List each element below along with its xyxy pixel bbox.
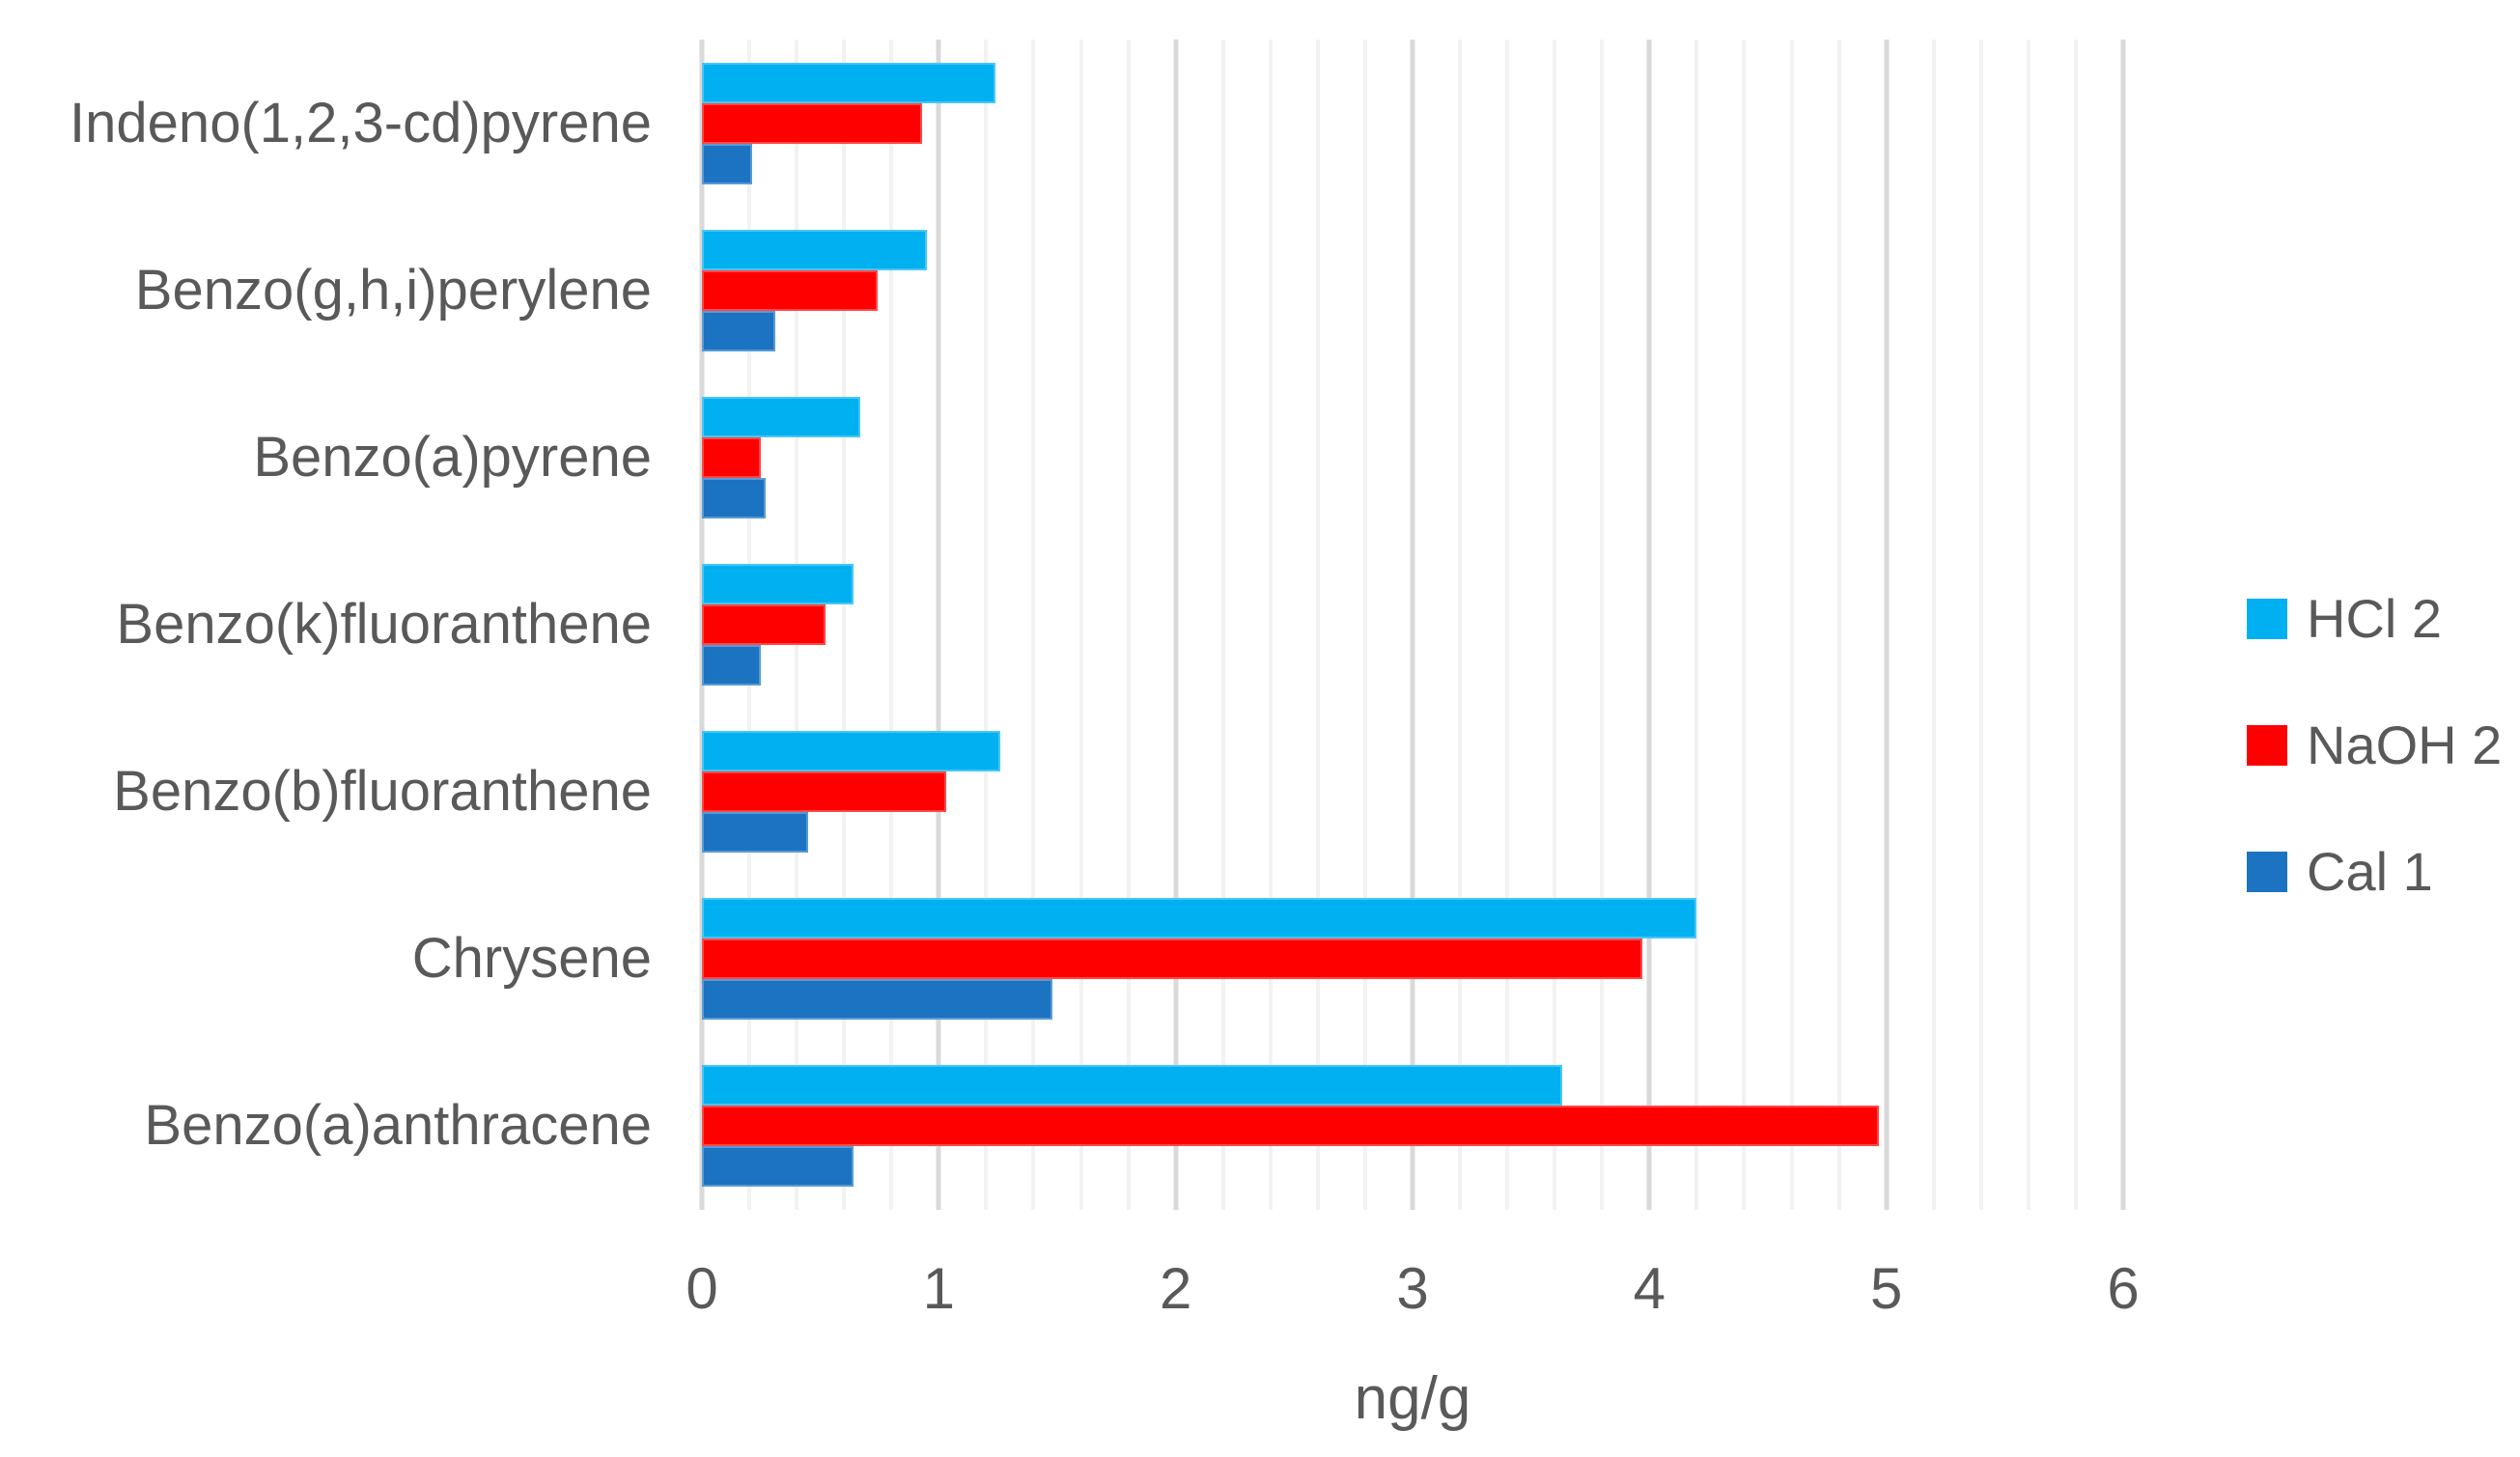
gridline-minor xyxy=(1362,40,1367,1210)
x-tick-label: 4 xyxy=(1633,1256,1666,1321)
gridline-major xyxy=(1173,40,1179,1210)
gridline-minor xyxy=(1458,40,1463,1210)
gridline-major xyxy=(1884,40,1890,1210)
x-tick-label: 0 xyxy=(686,1256,718,1321)
x-tick-label: 3 xyxy=(1396,1256,1429,1321)
gridline-minor xyxy=(1931,40,1936,1210)
x-tick-label: 6 xyxy=(2107,1256,2140,1321)
legend: HCl 2 NaOH 2 Cal 1 xyxy=(2247,0,2520,1457)
gridline-minor xyxy=(1078,40,1083,1210)
gridline-major xyxy=(936,40,941,1210)
legend-label: NaOH 2 xyxy=(2307,714,2503,775)
gridline-minor xyxy=(1789,40,1794,1210)
legend-swatch-icon xyxy=(2247,598,2287,639)
bar-hcl-2 xyxy=(702,898,1697,939)
plot-area xyxy=(699,40,2126,1210)
category-label: Benzo(g,h,i)perylene xyxy=(134,258,652,322)
gridline-major xyxy=(2120,40,2126,1210)
gridline-major xyxy=(1410,40,1415,1210)
bar-naoh-2 xyxy=(702,102,923,144)
gridline-minor xyxy=(984,40,989,1210)
bar-hcl-2 xyxy=(702,564,854,604)
category-label: Indeno(1,2,3-cd)pyrene xyxy=(70,91,652,154)
bar-cal-1 xyxy=(702,1146,854,1188)
x-tick-label: 5 xyxy=(1869,1256,1903,1321)
category-label: Benzo(a)anthracene xyxy=(144,1094,652,1158)
bar-naoh-2 xyxy=(702,269,878,311)
gridline-minor xyxy=(1978,40,1983,1210)
bar-naoh-2 xyxy=(702,939,1642,980)
category-label: Benzo(b)fluoranthene xyxy=(113,760,652,824)
bar-naoh-2 xyxy=(702,1106,1880,1147)
gridline-minor xyxy=(2026,40,2030,1210)
y-axis-category-labels: Indeno(1,2,3-cd)pyrene Benzo(g,h,i)peryle… xyxy=(0,40,652,1210)
gridline-minor xyxy=(1836,40,1841,1210)
bar-hcl-2 xyxy=(702,62,996,103)
bar-cal-1 xyxy=(702,143,752,184)
legend-label: Cal 1 xyxy=(2307,840,2433,902)
bar-naoh-2 xyxy=(702,436,762,478)
bar-cal-1 xyxy=(702,477,767,518)
legend-label: HCl 2 xyxy=(2307,587,2443,649)
bar-hcl-2 xyxy=(702,396,861,437)
gridline-minor xyxy=(1315,40,1320,1210)
gridline-minor xyxy=(1220,40,1225,1210)
gridline-minor xyxy=(842,40,847,1210)
bar-naoh-2 xyxy=(702,771,946,813)
bar-cal-1 xyxy=(702,645,762,686)
legend-item: NaOH 2 xyxy=(2247,717,2502,771)
x-tick-label: 1 xyxy=(922,1256,956,1321)
x-tick-label: 2 xyxy=(1159,1256,1192,1321)
bar-cal-1 xyxy=(702,310,776,351)
gridline-minor xyxy=(1600,40,1605,1210)
gridline-minor xyxy=(1268,40,1273,1210)
bar-hcl-2 xyxy=(702,229,928,270)
legend-swatch-icon xyxy=(2247,851,2287,892)
category-label: Benzo(k)fluoranthene xyxy=(116,593,652,657)
legend-swatch-icon xyxy=(2247,724,2287,766)
x-axis-title: ng/g xyxy=(1354,1365,1471,1432)
gridline-major xyxy=(1646,40,1652,1210)
gridline-minor xyxy=(1126,40,1131,1210)
bar-hcl-2 xyxy=(702,1065,1562,1107)
gridline-minor xyxy=(1742,40,1747,1210)
category-label: Benzo(a)pyrene xyxy=(253,425,652,489)
bar-cal-1 xyxy=(702,812,809,854)
bar-cal-1 xyxy=(702,979,1053,1021)
legend-item: HCl 2 xyxy=(2247,591,2442,645)
bar-naoh-2 xyxy=(702,604,826,645)
bar-hcl-2 xyxy=(702,731,1001,772)
category-label: Chrysene xyxy=(411,927,652,991)
gridline-minor xyxy=(1553,40,1557,1210)
x-axis-tick-labels: 0 1 2 3 4 5 6 xyxy=(686,1256,2139,1328)
gridline-minor xyxy=(2073,40,2078,1210)
gridline-minor xyxy=(1031,40,1036,1210)
gridline-minor xyxy=(1505,40,1510,1210)
gridline-minor xyxy=(1694,40,1699,1210)
legend-item: Cal 1 xyxy=(2247,844,2433,898)
gridline-minor xyxy=(889,40,894,1210)
